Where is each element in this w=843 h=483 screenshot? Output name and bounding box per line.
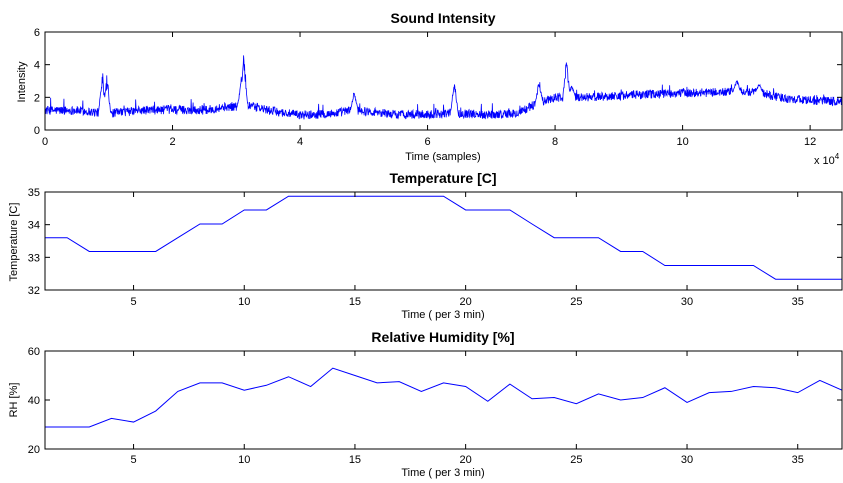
humidity-ytick-label: 20	[28, 444, 40, 456]
humidity-title: Relative Humidity [%]	[371, 329, 514, 345]
humidity-xtick-label: 25	[570, 454, 582, 466]
sound-intensity-title: Sound Intensity	[391, 10, 496, 26]
temperature-xtick-label: 5	[130, 296, 136, 308]
temperature-xtick-label: 30	[681, 296, 693, 308]
temperature-series-line	[45, 195, 842, 280]
humidity-ylabel: RH [%]	[8, 383, 20, 418]
sound-intensity-series-line	[45, 55, 842, 120]
sound-intensity-axes-frame	[44, 31, 843, 131]
sound-intensity-ylabel: Intensity	[16, 61, 28, 102]
temperature-panel: Temperature [C] Temperature [C] Time ( p…	[8, 170, 843, 321]
humidity-panel: Relative Humidity [%] RH [%] Time ( per …	[8, 329, 843, 479]
temperature-ytick-label: 33	[28, 252, 40, 264]
humidity-xtick-label: 30	[681, 454, 693, 466]
humidity-xtick-label: 20	[460, 454, 472, 466]
sound-intensity-exponent-label: x 104	[814, 152, 840, 167]
temperature-ytick-label: 32	[28, 285, 40, 297]
humidity-ytick-label: 60	[28, 346, 40, 358]
temperature-title: Temperature [C]	[389, 170, 496, 186]
humidity-series-line	[45, 367, 842, 428]
sound-intensity-ytick-label: 6	[34, 27, 40, 39]
humidity-ytick-label: 40	[28, 395, 40, 407]
humidity-xtick-label: 10	[238, 454, 250, 466]
humidity-axes-frame	[44, 350, 843, 450]
temperature-ytick-label: 35	[28, 187, 40, 199]
sound-intensity-xtick-label: 2	[169, 136, 175, 148]
exponent-base: x 10	[814, 155, 835, 167]
sound-intensity-xtick-label: 0	[42, 136, 48, 148]
temperature-xtick-label: 25	[570, 296, 582, 308]
humidity-xlabel: Time ( per 3 min)	[401, 467, 484, 479]
sound-intensity-ytick-label: 2	[34, 92, 40, 104]
temperature-xtick-label: 15	[349, 296, 361, 308]
humidity-xtick-label: 35	[792, 454, 804, 466]
sound-intensity-xlabel: Time (samples)	[405, 151, 480, 163]
temperature-xtick-label: 20	[460, 296, 472, 308]
sound-intensity-panel: Sound Intensity Intensity Time (samples)…	[16, 10, 843, 167]
sound-intensity-ytick-label: 4	[34, 60, 40, 72]
temperature-ylabel: Temperature [C]	[8, 203, 20, 282]
temperature-axes-frame	[44, 191, 843, 291]
humidity-xtick-label: 15	[349, 454, 361, 466]
sound-intensity-xtick-label: 6	[424, 136, 430, 148]
temperature-ytick-label: 34	[28, 220, 40, 232]
sound-intensity-xtick-label: 4	[297, 136, 303, 148]
exponent-power: 4	[835, 152, 840, 161]
sound-intensity-xtick-label: 8	[552, 136, 558, 148]
temperature-xlabel: Time ( per 3 min)	[401, 309, 484, 321]
sound-intensity-xtick-label: 12	[804, 136, 816, 148]
sound-intensity-ytick-label: 0	[34, 125, 40, 137]
temperature-xtick-label: 10	[238, 296, 250, 308]
sound-intensity-xtick-label: 10	[676, 136, 688, 148]
humidity-xtick-label: 5	[130, 454, 136, 466]
temperature-xtick-label: 35	[792, 296, 804, 308]
